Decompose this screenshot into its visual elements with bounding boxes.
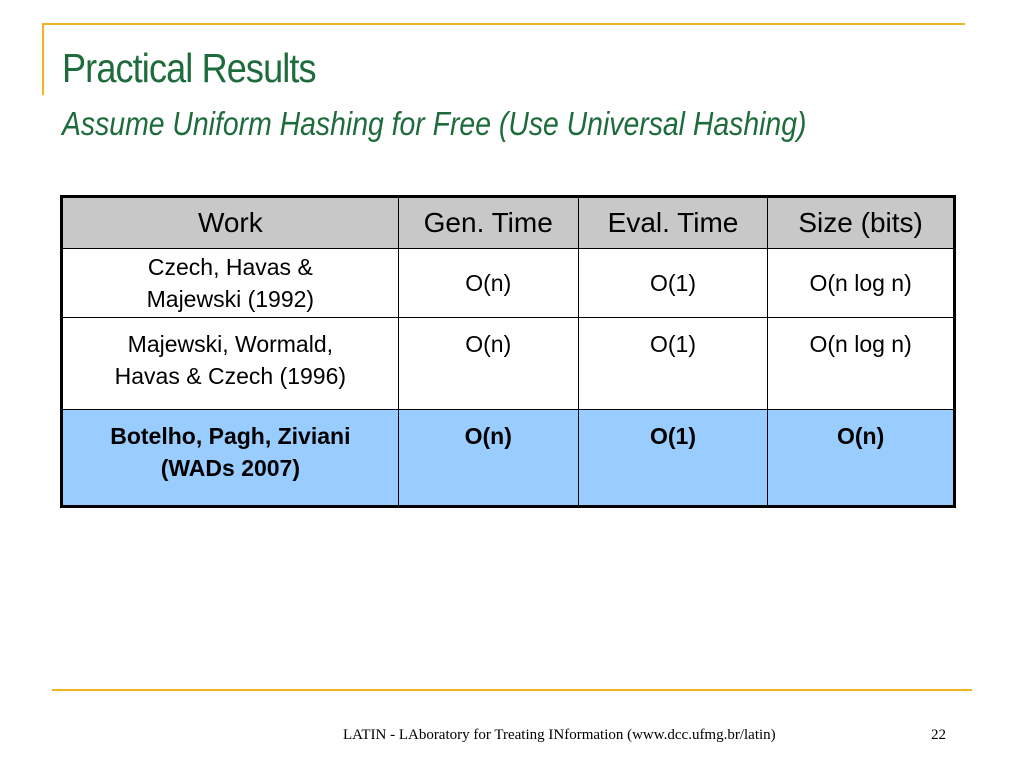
- header-gen-time: Gen. Time: [397, 196, 579, 249]
- work-line: Havas & Czech (1996): [114, 363, 347, 389]
- results-table: Work Gen. Time Eval. Time Size (bits) Cz…: [60, 195, 956, 508]
- table-row: Majewski, Wormald, Havas & Czech (1996) …: [61, 317, 955, 410]
- work-line: Majewski (1992): [146, 286, 315, 312]
- cell-gen-time: O(n): [397, 409, 579, 507]
- table-row: Czech, Havas & Majewski (1992) O(n) O(1)…: [61, 248, 955, 318]
- slide-title: Practical Results: [62, 45, 317, 91]
- footer-text: LATIN - LAboratory for Treating INformat…: [343, 727, 776, 743]
- cell-gen-time: O(n): [397, 317, 579, 410]
- title-frame-top-line: [42, 23, 965, 25]
- table-header-row: Work Gen. Time Eval. Time Size (bits): [61, 196, 955, 249]
- cell-size: O(n log n): [767, 317, 955, 410]
- work-line: (WADs 2007): [160, 455, 301, 481]
- page-number: 22: [931, 727, 946, 743]
- work-line: Czech, Havas &: [147, 254, 313, 280]
- slide-subtitle: Assume Uniform Hashing for Free (Use Uni…: [62, 105, 807, 142]
- cell-eval-time: O(1): [577, 317, 769, 410]
- cell-work: Botelho, Pagh, Ziviani (WADs 2007): [61, 409, 399, 507]
- cell-work: Czech, Havas & Majewski (1992): [61, 248, 399, 318]
- table-row-highlighted: Botelho, Pagh, Ziviani (WADs 2007) O(n) …: [61, 409, 955, 507]
- title-frame-left-line: [42, 23, 44, 95]
- header-work: Work: [61, 196, 399, 249]
- work-line: Majewski, Wormald,: [127, 331, 334, 357]
- cell-size: O(n): [767, 409, 955, 507]
- work-line: Botelho, Pagh, Ziviani: [110, 423, 351, 449]
- cell-gen-time: O(n): [397, 248, 579, 318]
- cell-eval-time: O(1): [577, 409, 769, 507]
- cell-eval-time: O(1): [577, 248, 769, 318]
- cell-size: O(n log n): [767, 248, 955, 318]
- header-size-bits: Size (bits): [767, 196, 955, 249]
- footer-divider: [52, 689, 972, 691]
- header-eval-time: Eval. Time: [577, 196, 769, 249]
- cell-work: Majewski, Wormald, Havas & Czech (1996): [61, 317, 399, 410]
